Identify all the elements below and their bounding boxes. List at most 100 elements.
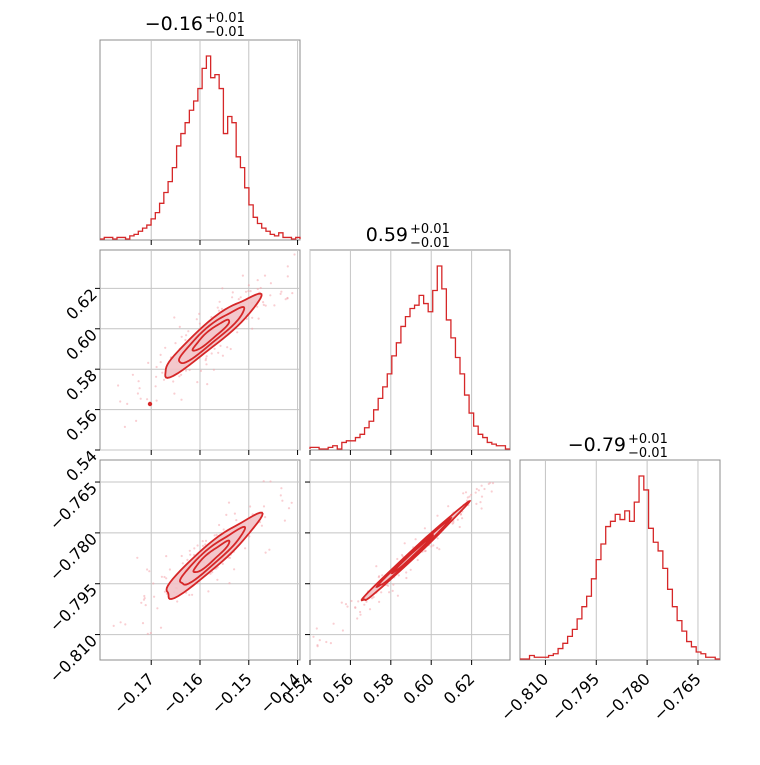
scatter-point xyxy=(210,316,213,319)
scatter-point xyxy=(480,507,483,510)
scatter-point xyxy=(155,365,158,369)
scatter-point xyxy=(231,291,234,294)
scatter-point xyxy=(247,290,250,293)
scatter-point xyxy=(280,487,283,490)
scatter-point xyxy=(269,480,272,483)
scatter-point xyxy=(269,294,272,297)
scatter-point xyxy=(159,626,163,629)
scatter-point xyxy=(447,505,450,508)
scatter-point xyxy=(350,599,353,603)
scatter-point xyxy=(281,499,284,502)
scatter-point xyxy=(464,491,468,494)
y-tick-label-param3: −0.765 xyxy=(46,478,101,533)
scatter-point xyxy=(244,290,248,293)
scatter-point xyxy=(188,368,191,372)
scatter-point xyxy=(287,507,291,510)
scatter-point xyxy=(149,631,152,635)
scatter-point xyxy=(356,617,359,620)
scatter-point xyxy=(332,622,335,625)
title-param3: −0.79 +0.01 −0.01 xyxy=(568,432,668,461)
scatter-point xyxy=(248,535,251,538)
scatter-point xyxy=(201,544,205,548)
scatter-point xyxy=(185,591,188,594)
scatter-point xyxy=(414,538,417,541)
scatter-point xyxy=(205,363,208,366)
tick-layer xyxy=(95,240,699,665)
scatter-point xyxy=(461,517,464,520)
scatter-point xyxy=(260,524,263,527)
scatter-point xyxy=(251,327,254,330)
scatter-point xyxy=(212,368,215,371)
scatter-point xyxy=(490,490,493,493)
y-tick-label-param3: −0.795 xyxy=(46,580,101,635)
scatter-point xyxy=(178,325,181,328)
scatter-point xyxy=(211,571,214,574)
scatter-point xyxy=(264,304,267,307)
scatter-point xyxy=(378,575,381,578)
x-tick-label-param2: 0.60 xyxy=(399,669,438,708)
scatter-point xyxy=(159,361,162,364)
scatter-point xyxy=(344,603,348,606)
scatter-point xyxy=(416,558,419,562)
scatter-point xyxy=(263,274,267,277)
title-param3-median: −0.79 xyxy=(568,434,626,456)
scatter-point xyxy=(148,570,151,573)
scatter-point xyxy=(268,548,271,551)
scatter-point xyxy=(249,290,252,293)
scatter-point xyxy=(262,480,265,483)
scatter-point xyxy=(430,545,433,548)
scatter-point xyxy=(205,355,208,358)
scatter-point xyxy=(135,419,138,422)
scatter-point xyxy=(259,286,262,290)
scatter-point xyxy=(269,282,272,285)
scatter-point xyxy=(165,577,168,580)
scatter-point xyxy=(244,547,247,550)
scatter-point xyxy=(477,489,480,492)
scatter-point xyxy=(283,519,286,522)
scatter-point xyxy=(218,523,221,527)
scatter-point xyxy=(196,544,199,547)
scatter-point xyxy=(470,493,473,496)
scatter-point xyxy=(341,629,344,632)
scatter-point xyxy=(159,353,162,356)
scatter-point xyxy=(315,627,318,630)
scatter-point xyxy=(165,555,168,558)
scatter-point xyxy=(380,591,383,594)
title-param1-upper-error: +0.01 xyxy=(205,11,245,26)
scatter-point xyxy=(193,547,196,550)
scatter-point xyxy=(286,275,289,278)
scatter-point xyxy=(458,525,461,529)
scatter-point xyxy=(155,399,158,402)
scatter-point xyxy=(286,296,289,300)
scatter-point xyxy=(222,528,225,531)
scatter-point xyxy=(204,359,207,362)
scatter-point xyxy=(396,594,399,597)
scatter-point xyxy=(221,287,224,290)
scatter-point xyxy=(172,380,175,383)
scatter-point xyxy=(229,347,232,351)
scatter-point xyxy=(256,287,259,291)
x-tick-label-param2: 0.56 xyxy=(319,669,358,708)
scatter-point xyxy=(227,501,231,504)
scatter-point xyxy=(136,392,139,395)
scatter-point xyxy=(186,558,189,562)
scatter-point xyxy=(176,600,179,603)
contour-line-level-0.95 xyxy=(191,318,231,352)
title-param2-lower-error: −0.01 xyxy=(410,236,450,251)
scatter-point xyxy=(491,482,495,485)
scatter-point xyxy=(146,568,149,571)
scatter-point xyxy=(210,352,213,355)
scatter-point xyxy=(201,540,204,543)
scatter-point xyxy=(237,298,240,301)
scatter-point xyxy=(423,527,426,530)
scatter-point xyxy=(480,495,484,498)
scatter-point xyxy=(225,513,228,517)
scatter-point xyxy=(280,290,283,293)
scatter-point xyxy=(424,549,427,553)
scatter-point xyxy=(154,385,157,388)
scatter-point xyxy=(181,562,184,565)
contour-line-level-0.8 xyxy=(375,516,453,588)
scatter-point xyxy=(117,384,120,387)
scatter-point xyxy=(163,590,167,593)
